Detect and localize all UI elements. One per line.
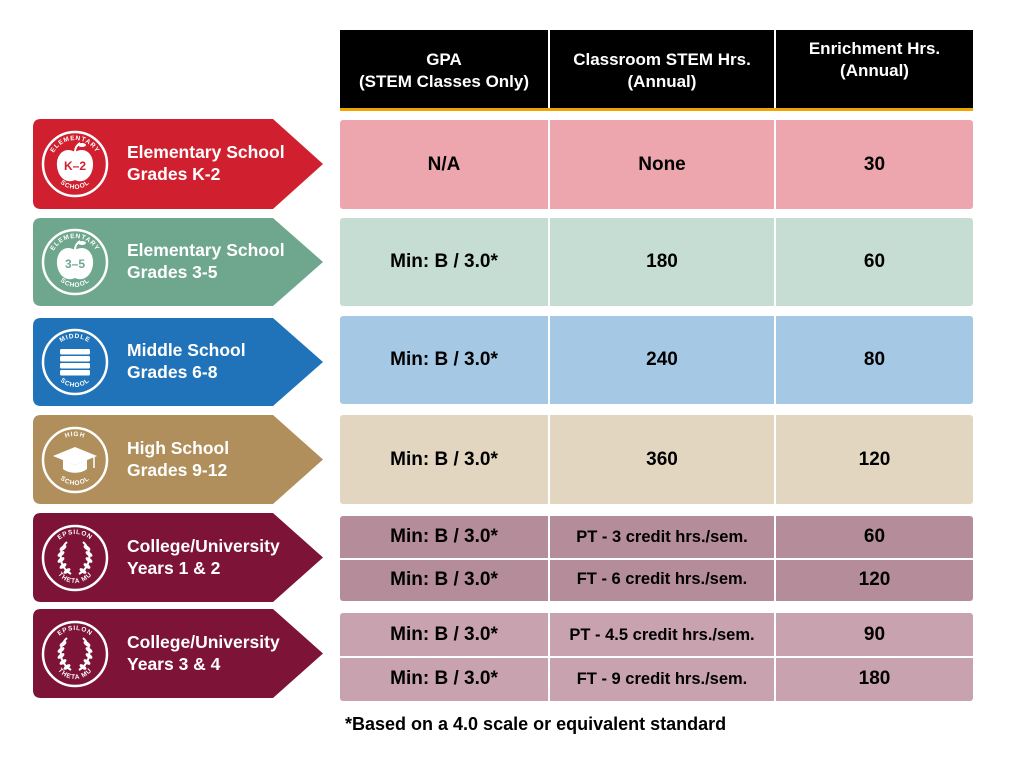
level-label: Elementary School Grades K-2 (127, 141, 285, 185)
level-label: High School Grades 9-12 (127, 437, 229, 481)
table-row-group: Min: B / 3.0* 240 80 (340, 316, 973, 404)
table-row-group: Min: B / 3.0* PT - 3 credit hrs./sem. 60 Mi… (340, 516, 973, 601)
graduation-cap-badge-icon: HIGH SCHOOL (41, 426, 109, 493)
gpa-cell: Min: B / 3.0* (390, 526, 498, 548)
laurel-wreath-badge-icon: EPSILON THETA MU (41, 620, 109, 687)
arrow-tag-shape (33, 609, 323, 698)
gpa-cell: Min: B / 3.0* (390, 568, 498, 590)
gpa-cell: N/A (427, 153, 461, 175)
enrichment-hours-cell: 30 (863, 153, 886, 175)
level-name: Middle School (127, 340, 246, 360)
level-grades: Grades 3-5 (127, 262, 218, 282)
books-icon (60, 349, 90, 376)
table-row-group: Min: B / 3.0* PT - 4.5 credit hrs./sem. 90… (340, 613, 973, 701)
gpa-cell: Min: B / 3.0* (390, 448, 498, 470)
level-tag: EPSILON THETA MU College/University Years 3… (33, 609, 323, 698)
header-underline (340, 108, 973, 111)
level-tag: HIGH SCHOOL High School Grades 9-12 (33, 415, 323, 504)
gpa-cell: Min: B / 3.0* (390, 624, 498, 645)
svg-text:HIGH: HIGH (64, 430, 86, 439)
laurel-wreath-badge-icon: EPSILON THETA MU (41, 524, 109, 591)
svg-text:SCHOOL: SCHOOL (59, 277, 91, 289)
column-divider (548, 415, 550, 504)
books-badge-icon: MIDDLE SCHOOL (41, 328, 109, 396)
gpa-cell: Min: B / 3.0* (390, 668, 498, 689)
level-name: Elementary School (127, 142, 285, 162)
svg-text:SCHOOL: SCHOOL (59, 475, 91, 487)
level-tag: ELEMENTARY SCHOOL 3–5 Elementary School Grad… (33, 218, 323, 306)
apple-icon: 3–5 (56, 240, 94, 280)
svg-text:K–2: K–2 (64, 159, 86, 173)
row-divider (340, 656, 973, 658)
arrow-tag-shape (33, 513, 323, 602)
column-divider (548, 316, 550, 404)
enrichment-hours-cell: 180 (858, 668, 891, 689)
level-name: Elementary School (127, 240, 285, 260)
stem-hours-cell: FT - 9 credit hrs./sem. (576, 669, 748, 688)
stem-hours-cell: FT - 6 credit hrs./sem. (576, 570, 748, 589)
column-divider (774, 316, 776, 404)
level-label: College/University Years 3 & 4 (127, 631, 280, 675)
column-divider (774, 120, 776, 209)
row-divider (340, 557, 973, 560)
level-label: Middle School Grades 6-8 (127, 339, 246, 383)
table-row-group: Min: B / 3.0* 180 60 (340, 218, 973, 306)
svg-text:THETA MU: THETA MU (56, 667, 93, 681)
level-name: College/University (127, 535, 280, 556)
arrow-tag-shape (33, 218, 323, 306)
svg-text:MIDDLE: MIDDLE (59, 333, 92, 344)
level-grades: Grades K-2 (127, 164, 221, 184)
gpa-cell: Min: B / 3.0* (390, 251, 498, 272)
enrichment-hours-cell: 80 (863, 349, 886, 370)
stem-hours-cell: None (638, 153, 686, 175)
arrow-tag-shape (33, 415, 323, 504)
footnote: *Based on a 4.0 scale or equivalent stan… (345, 714, 727, 734)
enrichment-hours-cell: 120 (858, 568, 891, 590)
laurel-wreath-icon (57, 540, 93, 575)
table-row-group: N/A None 30 (340, 120, 973, 209)
svg-text:EPSILON: EPSILON (56, 624, 93, 636)
level-name: College/University (127, 631, 280, 652)
level-name: High School (127, 437, 230, 458)
column-divider (774, 218, 776, 306)
graduation-cap-icon (53, 446, 97, 473)
enrichment-hours-cell: 60 (863, 526, 886, 548)
svg-text:EPSILON: EPSILON (56, 528, 93, 540)
svg-text:THETA MU: THETA MU (56, 571, 93, 585)
level-tag: EPSILON THETA MU College/University Years 1… (33, 513, 323, 602)
arrow-tag-shape (33, 119, 323, 209)
level-label: Elementary School Grades 3-5 (127, 239, 285, 283)
arrow-tag-shape (33, 318, 323, 406)
level-grades: Years 3 & 4 (127, 653, 221, 674)
table-row-group: Min: B / 3.0* 360 120 (340, 415, 973, 504)
stem-hours-cell: 180 (646, 251, 678, 272)
svg-text:3–5: 3–5 (65, 257, 85, 271)
enrichment-hours-cell: 60 (863, 251, 886, 272)
level-tag: ELEMENTARY SCHOOL K–2 Elementary School Grad… (33, 119, 323, 209)
column-divider (548, 218, 550, 306)
level-label: College/University Years 1 & 2 (127, 535, 280, 579)
svg-text:SCHOOL: SCHOOL (59, 377, 91, 389)
apple-icon: K–2 (56, 142, 94, 182)
stem-hours-cell: 360 (646, 448, 678, 470)
stem-hours-cell: PT - 4.5 credit hrs./sem. (569, 625, 755, 644)
gpa-cell: Min: B / 3.0* (390, 349, 498, 370)
header-enrichment-hours: Enrichment Hrs. (Annual) (776, 30, 973, 111)
column-divider (774, 415, 776, 504)
column-divider (548, 120, 550, 209)
laurel-wreath-icon (57, 636, 93, 671)
stem-hours-cell: 240 (646, 349, 678, 370)
level-tag: MIDDLE SCHOOL Middle School Grades 6-8 (33, 318, 323, 406)
level-grades: Grades 6-8 (127, 362, 218, 382)
level-grades: Grades 9-12 (127, 459, 228, 480)
enrichment-hours-cell: 90 (863, 624, 886, 645)
stem-hours-cell: PT - 3 credit hrs./sem. (576, 527, 748, 546)
svg-text:SCHOOL: SCHOOL (59, 179, 91, 191)
enrichment-hours-cell: 120 (858, 448, 891, 470)
level-grades: Years 1 & 2 (127, 557, 221, 578)
header-gpa: GPA (STEM Classes Only) (340, 30, 548, 111)
header-classroom-stem-hours: Classroom STEM Hrs. (Annual) (550, 30, 774, 111)
